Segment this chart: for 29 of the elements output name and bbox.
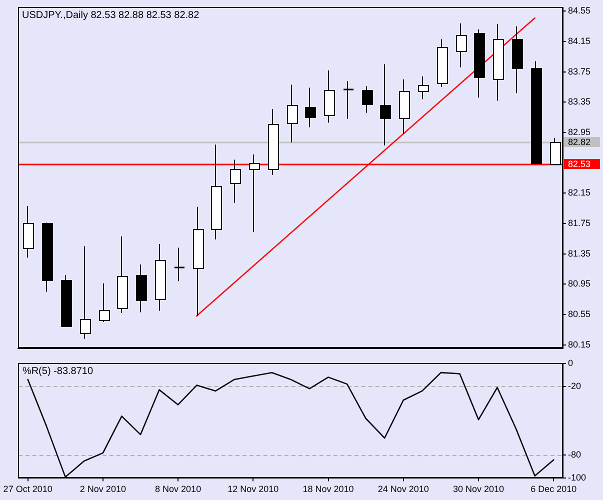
y-tick-label: -100 — [568, 472, 586, 483]
y-tick-label: -20 — [568, 380, 582, 391]
candlestick — [342, 80, 354, 120]
y-tick-label: 80.95 — [568, 278, 591, 289]
y-tick-label: -80 — [568, 450, 582, 460]
ref-line-label: 82.82 — [568, 136, 591, 147]
x-tick-label: 27 Oct 2010 — [3, 484, 52, 494]
x-tick-label: 24 Nov 2010 — [378, 484, 429, 494]
y-tick-label: 82.95 — [568, 126, 591, 137]
x-tick-label: 18 Nov 2010 — [302, 484, 354, 494]
x-tick-label: 12 Nov 2010 — [228, 484, 279, 494]
y-tick-label: 83.35 — [568, 96, 591, 107]
y-tick-label: 0 — [568, 358, 574, 368]
y-tick-label: 80.55 — [568, 308, 591, 319]
y-tick-label: 80.15 — [568, 339, 591, 350]
x-tick-label: 8 Nov 2010 — [155, 484, 202, 494]
y-tick-label: 83.75 — [568, 66, 591, 76]
y-tick-label: 81.75 — [568, 218, 591, 228]
y-tick-label: 84.15 — [568, 36, 591, 46]
x-tick-label: 2 Nov 2010 — [80, 484, 126, 494]
y-tick-label: 84.55 — [568, 6, 591, 16]
y-tick-label: 81.35 — [568, 248, 591, 258]
x-tick-label: 6 Dec 2010 — [530, 484, 577, 494]
y-tick-label: 82.15 — [568, 188, 591, 198]
candlestick — [174, 247, 186, 282]
chart-title: %R(5) -83.8710 — [22, 366, 94, 378]
x-tick-label: 30 Nov 2010 — [452, 484, 504, 494]
ref-line-label: 82.53 — [568, 158, 591, 169]
chart-title: USDJPY.,Daily 82.53 82.88 82.53 82.82 — [22, 10, 200, 22]
